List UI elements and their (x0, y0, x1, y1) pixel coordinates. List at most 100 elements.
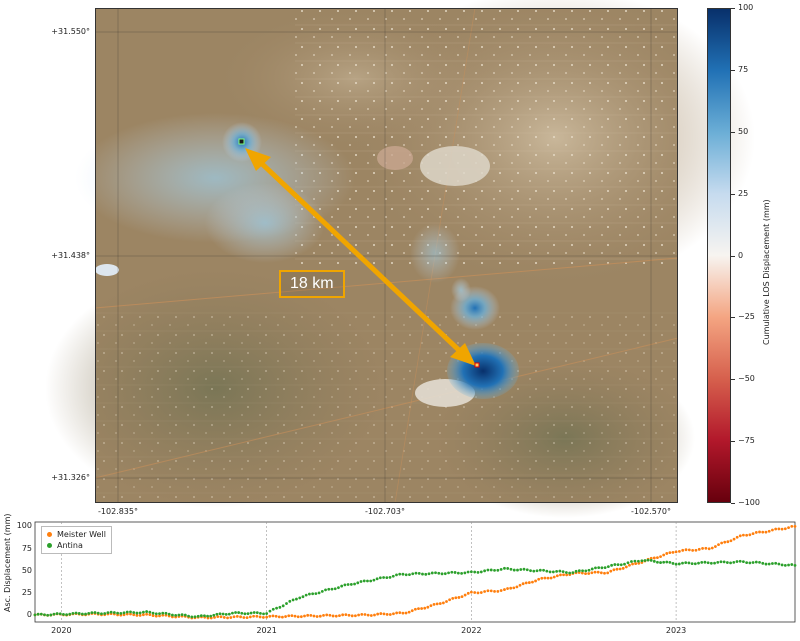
ts-data-point (369, 579, 373, 583)
ts-data-point (466, 591, 470, 595)
ts-data-point (722, 560, 726, 564)
ts-data-point (49, 613, 53, 617)
ts-data-point (783, 527, 787, 531)
ts-data-point (303, 614, 306, 618)
ts-data-point (219, 615, 223, 619)
ts-data-point (252, 614, 256, 618)
ts-data-point (334, 614, 338, 618)
ts-data-point (164, 611, 168, 615)
meister-well-marker (474, 362, 480, 368)
ts-data-point (33, 613, 37, 617)
colorbar-tick-label: −25 (738, 312, 755, 322)
ts-data-point (369, 614, 373, 617)
ts-data-point (574, 569, 578, 573)
salt-flat (377, 146, 413, 170)
ts-data-point (87, 611, 91, 615)
ts-data-point (148, 613, 152, 617)
ts-data-point (309, 613, 313, 617)
ts-data-point (662, 560, 666, 564)
ts-data-point (271, 614, 275, 618)
ts-data-point (84, 612, 87, 616)
ts-data-point (454, 596, 458, 600)
ts-y-tick-label: 0 (26, 609, 32, 619)
ts-data-point (347, 613, 351, 617)
ts-data-point (401, 572, 405, 576)
ts-data-point (624, 565, 628, 569)
ts-data-point (427, 572, 431, 576)
ts-data-point (344, 613, 348, 617)
ts-data-point (437, 571, 441, 575)
ts-data-point (525, 568, 529, 572)
ts-data-point (668, 561, 672, 564)
ts-data-point (652, 559, 656, 563)
ts-data-point (674, 550, 678, 554)
ts-data-point (284, 615, 287, 618)
ts-data-point (577, 569, 581, 573)
ts-data-point (443, 572, 447, 576)
ts-data-point (542, 568, 545, 572)
ts-data-point (145, 612, 149, 616)
ts-data-point (148, 610, 152, 614)
colorbar-tick-mark (731, 131, 735, 133)
ts-data-point (154, 612, 158, 616)
ts-data-point (609, 569, 613, 573)
ts-data-point (754, 531, 758, 534)
ts-data-point (552, 575, 556, 579)
ts-data-point (754, 560, 758, 564)
ts-data-point (222, 616, 226, 619)
ts-data-point (714, 545, 717, 548)
ts-data-point (180, 613, 184, 617)
ts-data-point (656, 556, 659, 560)
antina-well-marker (238, 138, 245, 145)
ts-data-point (206, 614, 209, 618)
ts-data-point (116, 611, 119, 615)
ts-data-point (375, 577, 379, 581)
ts-data-point (774, 527, 778, 531)
ts-data-point (561, 570, 565, 573)
ts-data-point (687, 548, 691, 552)
ts-data-point (466, 570, 470, 574)
ts-data-point (549, 576, 553, 580)
ts-data-point (354, 614, 357, 618)
ts-data-point (790, 524, 794, 528)
ts-data-point (783, 563, 787, 567)
ts-data-point (738, 559, 742, 563)
ts-data-point (298, 596, 302, 600)
ts-data-point (227, 612, 231, 616)
ts-data-point (68, 612, 72, 616)
ts-data-point (677, 562, 681, 566)
ts-data-point (777, 562, 781, 566)
ts-data-point (463, 571, 467, 575)
ts-data-point (74, 611, 78, 615)
ts-data-point (343, 583, 347, 587)
ts-data-point (621, 566, 625, 570)
ts-data-point (562, 573, 565, 577)
ts-data-point (287, 614, 291, 618)
ts-data-point (748, 561, 752, 565)
ts-y-tick-label: 25 (21, 587, 32, 597)
ts-data-point (135, 611, 139, 615)
ts-data-point (255, 611, 259, 615)
ts-data-point (408, 573, 411, 576)
ts-data-point (324, 588, 327, 592)
ts-data-point (543, 576, 547, 580)
ts-data-point (141, 613, 145, 617)
ts-data-point (726, 540, 730, 544)
ts-data-point (199, 614, 203, 618)
ts-data-point (587, 568, 591, 572)
ts-data-point (90, 611, 94, 615)
ts-data-point (469, 570, 473, 574)
ts-data-point (537, 577, 541, 581)
ts-data-point (435, 602, 439, 606)
legend-label-antina: Antina (57, 541, 83, 550)
ts-data-point (398, 572, 402, 576)
ts-data-point (96, 611, 100, 615)
ts-data-point (363, 613, 367, 616)
colorbar-tick-label: 100 (738, 3, 754, 12)
ts-data-point (534, 579, 537, 583)
colorbar-tick-label: −50 (738, 374, 755, 384)
ts-data-point (665, 552, 669, 555)
ts-data-point (720, 541, 724, 545)
ts-data-point (486, 589, 490, 593)
ts-data-point (450, 570, 454, 574)
